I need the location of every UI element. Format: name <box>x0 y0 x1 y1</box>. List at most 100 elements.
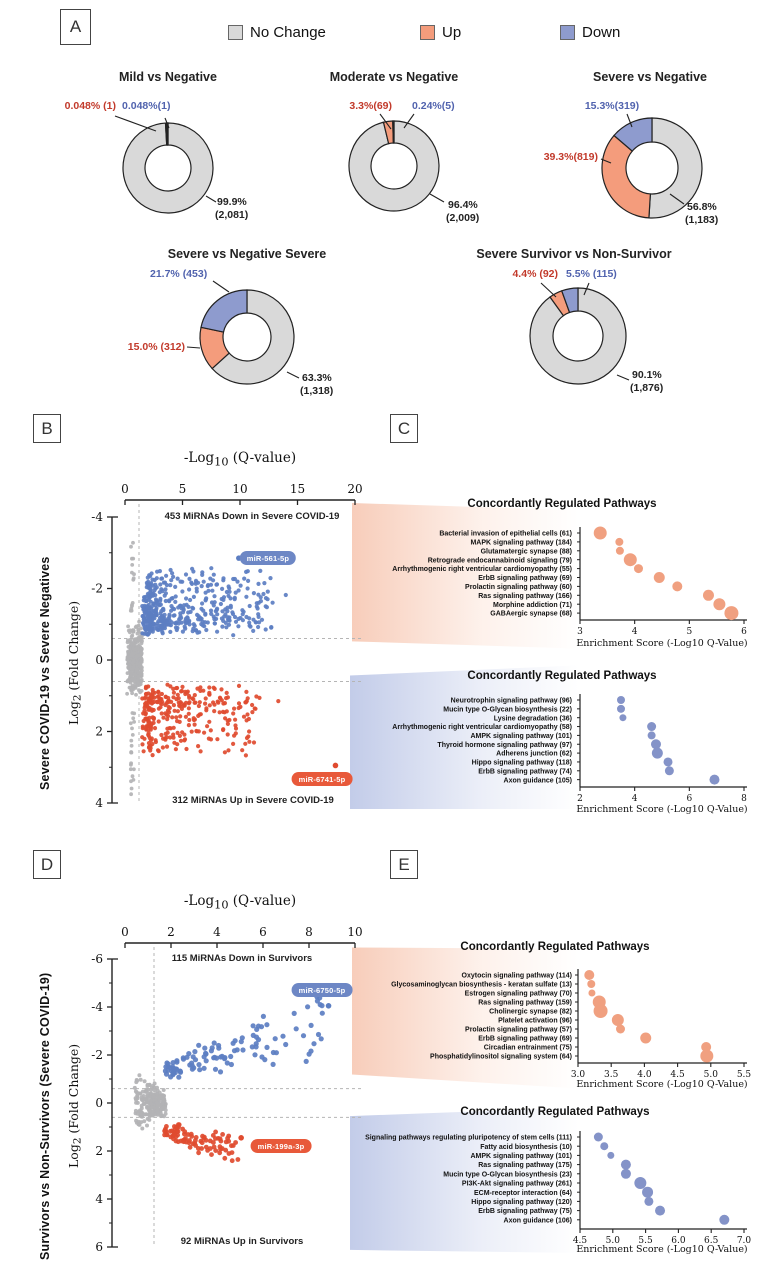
donut-leader-line <box>379 113 392 130</box>
y-tick-label: -2 <box>91 1048 103 1062</box>
donut-leader-line <box>616 374 630 381</box>
pathway-dot <box>617 696 625 704</box>
pathway-dot <box>701 1042 712 1052</box>
beam-d-to-e-down <box>350 1107 588 1253</box>
donut-chart <box>114 115 217 214</box>
x-tick-label: 5 <box>179 482 187 496</box>
points-down <box>162 994 325 1080</box>
points-up <box>162 1122 241 1164</box>
pathway-dot <box>587 980 596 988</box>
pathway-row-label: Hippo signaling pathway (120) <box>471 1199 572 1206</box>
pathway-row-label: ErbB signaling pathway (75) <box>478 1208 572 1215</box>
panel-label-e: E <box>390 850 418 879</box>
x-tick-label: 6 <box>259 925 267 939</box>
pathway-row-label: Prolactin signaling pathway (57) <box>465 1027 572 1034</box>
x-tick-label: 10 <box>347 925 362 939</box>
pathway-row-label: ErbB signaling pathway (69) <box>478 575 572 582</box>
donut-leader-line <box>205 195 217 203</box>
donut-down-label: 21.7% (453) <box>150 268 208 280</box>
pathway-row-label: ErbB signaling pathway (69) <box>478 1036 572 1043</box>
donut-leader-line <box>600 158 612 164</box>
x-tick-label: 6 <box>686 794 692 804</box>
volcano-b-side-label: Severe COVID-19 vs Severe Negatives <box>38 556 52 790</box>
x-tick-label: 5.0 <box>704 1070 719 1080</box>
panel-letter-text: E <box>398 854 410 874</box>
no-change-swatch-icon <box>228 25 243 40</box>
legend-item-down: Down <box>560 24 620 41</box>
donut-no-change-count: (1,876) <box>630 382 664 394</box>
pathway-row-label: Adherens junction (62) <box>496 751 572 758</box>
pathway-dot <box>719 1214 730 1225</box>
donut-down-label: 0.048%(1) <box>122 100 171 112</box>
pathway-dot <box>642 1186 654 1198</box>
pathway-row-label: PI3K-Akt signaling pathway (261) <box>462 1181 572 1188</box>
mirna-badge-miR-199a-3p: miR-199a-3p <box>250 1139 312 1153</box>
axis-title-text: (Fold Change) <box>66 600 81 695</box>
mirna-badge-miR-561-5p: miR-561-5p <box>239 551 297 565</box>
pathway-row-label: Fatty acid biosynthesis (10) <box>480 1144 572 1151</box>
pathway-e-top-x-label: Enrichment Score (-Log10 Q-Value) <box>576 1079 748 1090</box>
pathway-row-label: ErbB signaling pathway (74) <box>478 768 572 775</box>
pathway-row-label: AMPK signaling pathway (101) <box>470 1153 572 1160</box>
x-tick-label: 3.0 <box>571 1070 586 1080</box>
pathway-row-label: Retrograde endocannabinoid signaling (79… <box>428 557 572 564</box>
pathway-row-label: Glutamatergic synapse (88) <box>481 548 572 555</box>
donut-down-label: 5.5% (115) <box>566 268 617 280</box>
x-tick-label: 6 <box>741 627 747 637</box>
pathway-dot <box>640 1032 652 1044</box>
volcano-b-y-axis-title: Log2 (Fold Change) <box>66 595 84 725</box>
x-tick-label: 3 <box>577 627 583 637</box>
pathway-dot <box>620 1159 631 1170</box>
pathway-dot <box>607 1151 615 1159</box>
pathway-c-top-title: Concordantly Regulated Pathways <box>467 498 657 510</box>
pathway-row-label: Ras signaling pathway (166) <box>478 593 572 600</box>
pathway-dot <box>663 757 673 767</box>
panel-letter-text: B <box>41 418 53 438</box>
donut-segment-no_change <box>529 287 627 385</box>
donut-leader-line <box>669 193 685 205</box>
pathway-c-bottom-title: Concordantly Regulated Pathways <box>467 670 657 682</box>
beam-b-to-c-down <box>350 665 588 809</box>
donut-up-label: 0.048% (1) <box>64 100 116 112</box>
donut-up-label: 15.0% (312) <box>127 341 185 353</box>
beam-b-to-c-up <box>352 503 588 649</box>
y-tick-label: 0 <box>95 653 103 667</box>
pathway-row-label: Platelet activation (96) <box>498 1018 572 1025</box>
highlight-point <box>238 1135 244 1141</box>
pathway-row-label: Axon guidance (106) <box>504 1217 572 1224</box>
pathway-row-label: Arrhythmogenic right ventricular cardiom… <box>392 724 572 731</box>
volcano-d-x-axis-title: -Log10 (Q-value) <box>160 893 320 912</box>
axis-title-text: (Q-value) <box>228 450 297 466</box>
volcano-b-x-axis-title: -Log10 (Q-value) <box>160 450 320 469</box>
axis-title-sub: 2 <box>71 1137 84 1145</box>
donut-title-severe: Severe vs Negative <box>593 70 707 84</box>
pathway-row-label: Circadian entrainment (75) <box>484 1045 572 1052</box>
axis-title-sub: 2 <box>71 694 84 702</box>
axis-title-text: Log <box>66 701 81 725</box>
points-up <box>140 682 281 758</box>
up-swatch-icon <box>420 25 435 40</box>
pathway-dot <box>634 1177 647 1189</box>
x-tick-label: 10 <box>232 482 247 496</box>
y-tick-label: 2 <box>95 1144 103 1158</box>
pathway-row-label: Neurotrophin signaling pathway (96) <box>451 698 572 705</box>
panel-letter-text: D <box>40 854 54 874</box>
pathway-row-label: Oxytocin signaling pathway (114) <box>462 973 572 980</box>
pathway-dot <box>623 553 637 567</box>
donut-chart <box>348 113 445 212</box>
volcano-d-side-label: Survivors vs Non-Survivors (Severe COVID… <box>38 972 52 1260</box>
pathway-dot <box>615 537 624 546</box>
axis-title-text: -Log <box>183 450 215 466</box>
legend-label: Down <box>582 24 621 41</box>
pathway-row-label: Phosphatidylinositol signaling system (6… <box>430 1054 572 1061</box>
pathway-dot <box>647 722 657 732</box>
donut-leader-line <box>540 282 557 298</box>
donut-segment-down <box>392 120 395 144</box>
pathway-row-label: Glycosaminoglycan biosynthesis - keratan… <box>391 982 572 989</box>
pathway-row-label: Axon guidance (105) <box>504 777 572 784</box>
volcano-d-top-annotation: 115 MiRNAs Down in Survivors <box>171 953 313 964</box>
pathway-dot-plot-E-bottom: 4.5 5.0 5.5 6.0 6.5 7.0 Signaling pathways reg… <box>365 1131 751 1246</box>
pathway-row-label: Mucin type O-Glycan biosynthesis (23) <box>443 1171 572 1178</box>
donut-no-change-label: 96.4% <box>448 199 478 211</box>
